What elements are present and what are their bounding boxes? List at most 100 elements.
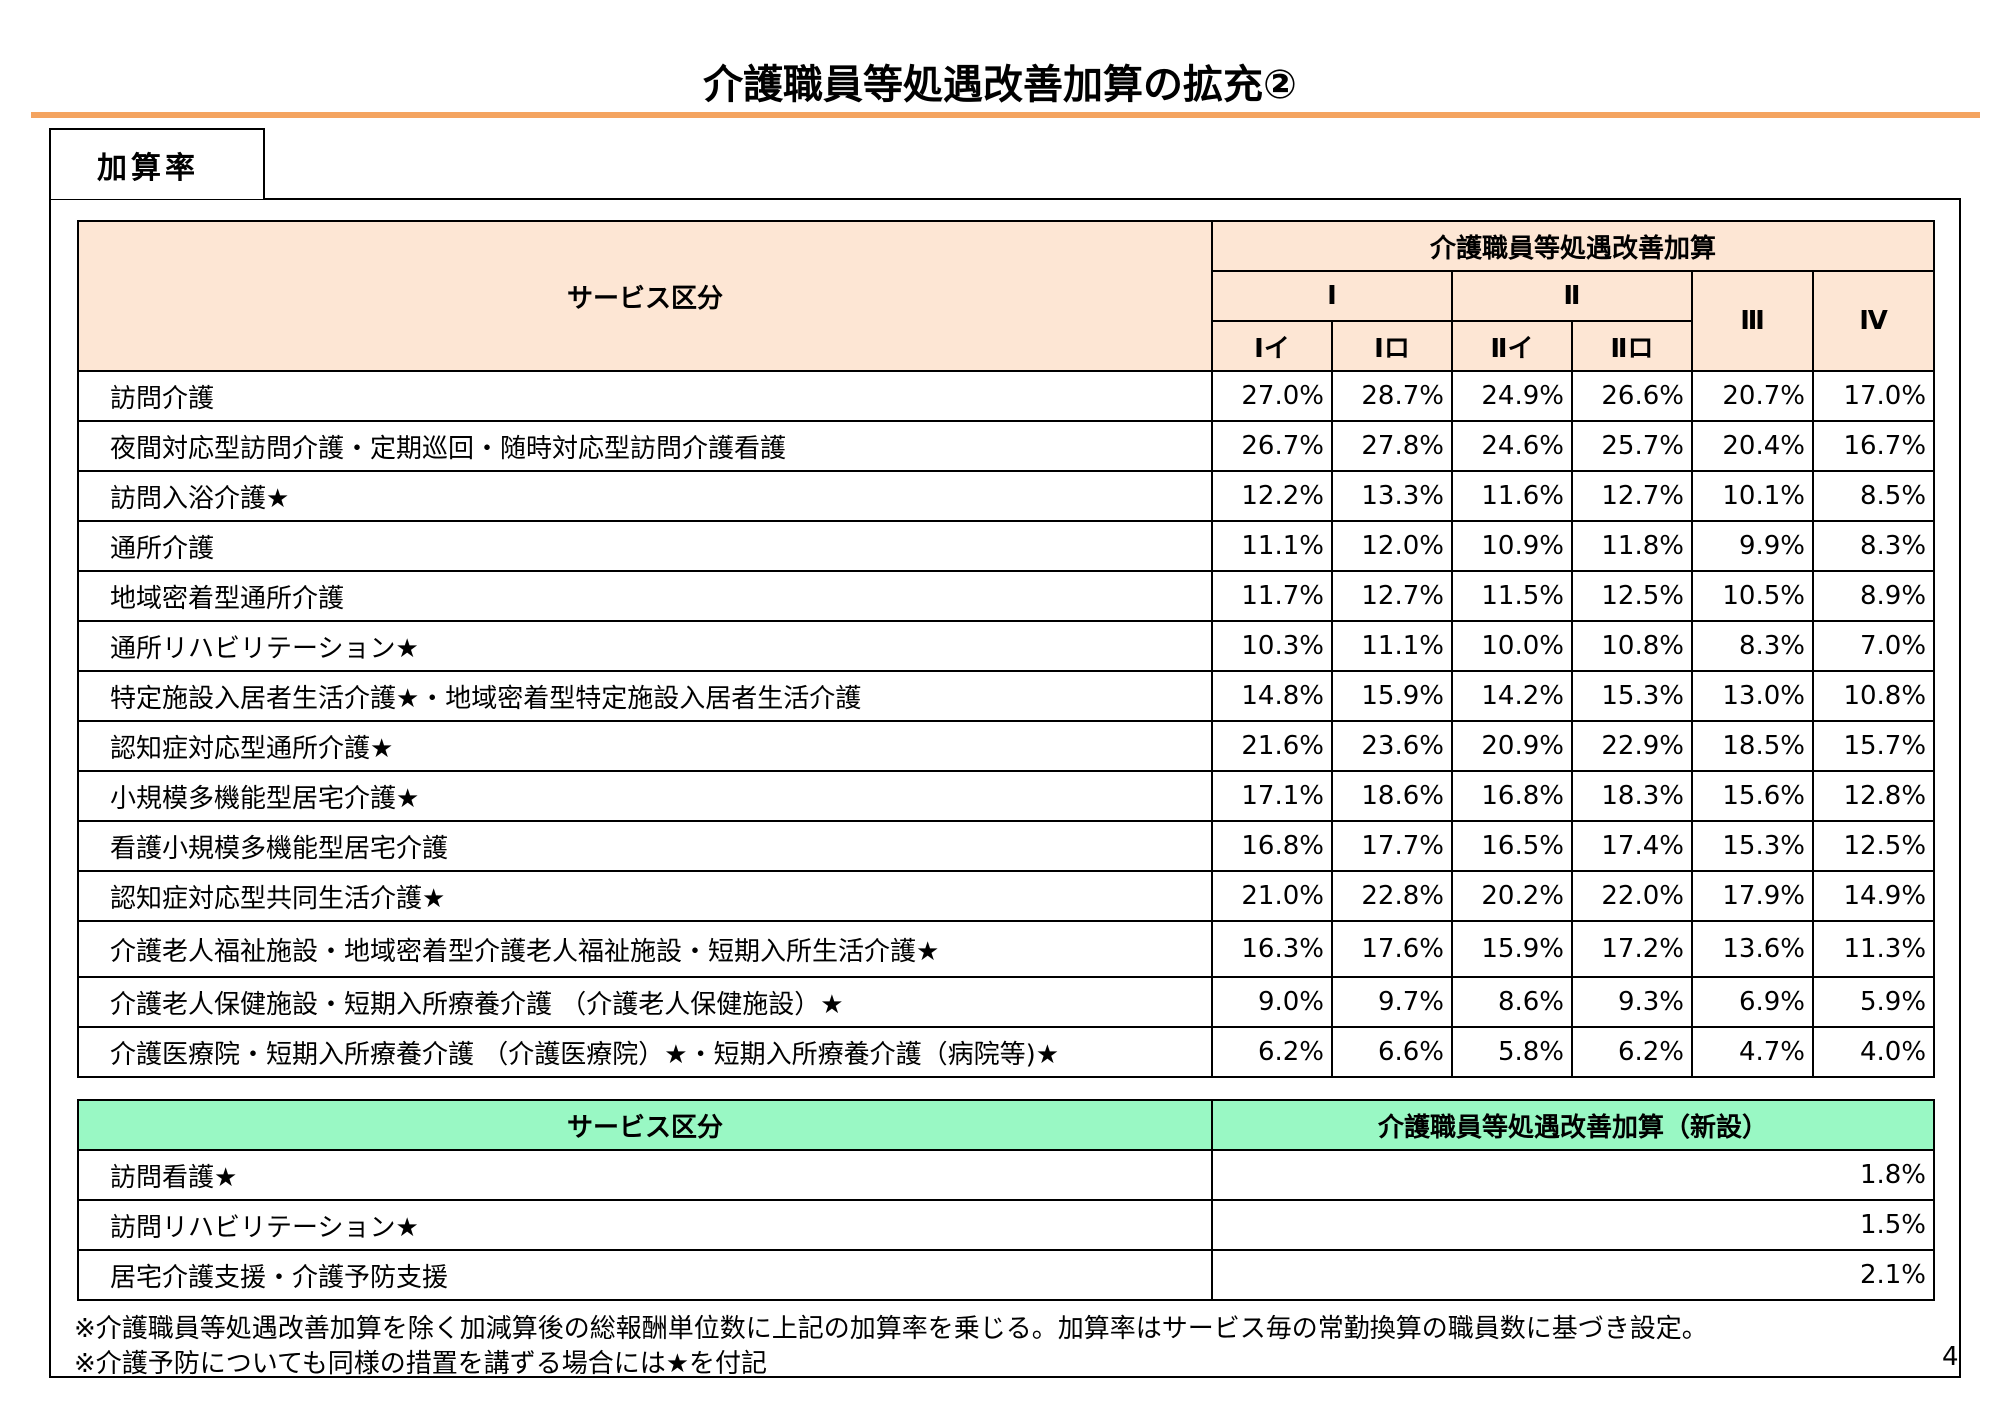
service-name: 介護医療院・短期入所療養介護 （介護医療院）★・短期入所療養介護（病院等)★ (77, 1026, 1213, 1078)
table-row: 小規模多機能型居宅介護★ 17.1% 18.6% 16.8% 18.3% 15.6% 12.… (77, 770, 1936, 822)
rate-cell: 21.6% (1211, 720, 1333, 772)
service-header: サービス区分 (77, 1099, 1213, 1151)
rate-cell: 15.6% (1691, 770, 1814, 822)
table-row: 介護医療院・短期入所療養介護 （介護医療院）★・短期入所療養介護（病院等)★ 6.… (77, 1026, 1936, 1078)
rate-cell: 24.6% (1451, 420, 1573, 472)
rate-cell: 10.8% (1571, 620, 1693, 672)
rate-cell: 17.7% (1331, 820, 1453, 872)
rate-cell: 15.7% (1811, 720, 1936, 772)
rate-cell: 8.5% (1811, 470, 1936, 522)
rate-cell: 25.7% (1571, 420, 1693, 472)
rate-cell: 16.8% (1451, 770, 1573, 822)
rate-cell: 8.9% (1811, 570, 1936, 622)
rate-cell: 17.6% (1331, 920, 1453, 978)
rate-cell: 9.3% (1571, 976, 1693, 1028)
service-name: 介護老人保健施設・短期入所療養介護 （介護老人保健施設）★ (77, 976, 1213, 1028)
rate-cell: 11.5% (1451, 570, 1573, 622)
service-name: 通所介護 (77, 520, 1213, 572)
rate-cell: 24.9% (1451, 370, 1573, 422)
rate-cell: 16.5% (1451, 820, 1573, 872)
rate-cell: 22.9% (1571, 720, 1693, 772)
table-row: 訪問看護★ 1.8% (77, 1149, 1935, 1201)
table-row: 訪問入浴介護★ 12.2% 13.3% 11.6% 12.7% 10.1% 8.5% (77, 470, 1936, 522)
rate-cell: 15.3% (1571, 670, 1693, 722)
rate-cell: 12.7% (1331, 570, 1453, 622)
service-name: 訪問リハビリテーション★ (77, 1199, 1213, 1251)
rate-table: サービス区分 介護職員等処遇改善加算 Ⅰ Ⅱ Ⅲ Ⅳ Ⅰイ Ⅰロ Ⅱイ Ⅱロ 訪… (77, 220, 1936, 1078)
rate-cell: 11.7% (1211, 570, 1333, 622)
rate-cell: 15.3% (1691, 820, 1814, 872)
service-name: 認知症対応型共同生活介護★ (77, 870, 1213, 922)
rate-cell: 12.8% (1811, 770, 1936, 822)
rate-cell: 18.6% (1331, 770, 1453, 822)
rate-cell: 27.0% (1211, 370, 1333, 422)
rate-cell: 5.9% (1811, 976, 1936, 1028)
rate-cell: 1.8% (1211, 1149, 1935, 1201)
service-name: 通所リハビリテーション★ (77, 620, 1213, 672)
rate-cell: 17.1% (1211, 770, 1333, 822)
level-header-3: Ⅲ (1691, 270, 1814, 372)
service-header: サービス区分 (77, 220, 1213, 372)
rate-cell: 20.9% (1451, 720, 1573, 772)
rate-cell: 26.7% (1211, 420, 1333, 472)
rate-cell: 20.4% (1691, 420, 1814, 472)
rate-cell: 22.8% (1331, 870, 1453, 922)
rate-cell: 15.9% (1451, 920, 1573, 978)
rate-cell: 23.6% (1331, 720, 1453, 772)
rate-cell: 8.6% (1451, 976, 1573, 1028)
table-row: 認知症対応型共同生活介護★ 21.0% 22.8% 20.2% 22.0% 17.9% 14… (77, 870, 1936, 922)
rate-cell: 16.7% (1811, 420, 1936, 472)
table-row: 地域密着型通所介護 11.7% 12.7% 11.5% 12.5% 10.5% 8.9% (77, 570, 1936, 622)
rate-cell: 28.7% (1331, 370, 1453, 422)
rate-cell: 12.2% (1211, 470, 1333, 522)
rate-cell: 13.3% (1331, 470, 1453, 522)
rate-cell: 12.5% (1811, 820, 1936, 872)
rate-cell: 22.0% (1571, 870, 1693, 922)
rate-cell: 10.8% (1811, 670, 1936, 722)
rate-cell: 13.0% (1691, 670, 1814, 722)
rate-cell: 8.3% (1691, 620, 1814, 672)
table-row: 介護老人保健施設・短期入所療養介護 （介護老人保健施設）★ 9.0% 9.7% 8.6… (77, 976, 1936, 1028)
rate-cell: 6.2% (1211, 1026, 1333, 1078)
rate-cell: 11.3% (1811, 920, 1936, 978)
rate-cell: 21.0% (1211, 870, 1333, 922)
rate-cell: 11.6% (1451, 470, 1573, 522)
rate-cell: 6.2% (1571, 1026, 1693, 1078)
new-rate-table: サービス区分 介護職員等処遇改善加算（新設） 訪問看護★ 1.8% 訪問リハビリテー… (77, 1099, 1935, 1301)
rate-cell: 11.8% (1571, 520, 1693, 572)
rate-cell: 16.8% (1211, 820, 1333, 872)
rate-cell: 4.7% (1691, 1026, 1814, 1078)
service-name: 認知症対応型通所介護★ (77, 720, 1213, 772)
rate-cell: 17.9% (1691, 870, 1814, 922)
rate-header: 介護職員等処遇改善加算（新設） (1211, 1099, 1935, 1151)
rate-cell: 20.7% (1691, 370, 1814, 422)
rate-cell: 12.7% (1571, 470, 1693, 522)
rate-cell: 10.3% (1211, 620, 1333, 672)
table-row: 看護小規模多機能型居宅介護 16.8% 17.7% 16.5% 17.4% 15.3% 12… (77, 820, 1936, 872)
group-header: 介護職員等処遇改善加算 (1210, 220, 1936, 272)
rate-cell: 8.3% (1811, 520, 1936, 572)
rate-cell: 13.6% (1691, 920, 1814, 978)
table-row: 訪問介護 27.0% 28.7% 24.9% 26.6% 20.7% 17.0% (77, 370, 1936, 422)
level-header-4: Ⅳ (1811, 270, 1936, 372)
rate-cell: 6.9% (1691, 976, 1814, 1028)
rate-cell: 14.2% (1451, 670, 1573, 722)
sub-header: Ⅰロ (1331, 320, 1453, 372)
service-name: 小規模多機能型居宅介護★ (77, 770, 1213, 822)
service-name: 訪問看護★ (77, 1149, 1213, 1201)
rate-cell: 20.2% (1451, 870, 1573, 922)
table-row: 特定施設入居者生活介護★・地域密着型特定施設入居者生活介護 14.8% 15.9% 1… (77, 670, 1936, 722)
rate-cell: 18.3% (1571, 770, 1693, 822)
rate-cell: 10.0% (1451, 620, 1573, 672)
service-name: 居宅介護支援・介護予防支援 (77, 1249, 1213, 1301)
rate-cell: 9.9% (1691, 520, 1814, 572)
sub-header: Ⅱイ (1451, 320, 1573, 372)
rate-cell: 14.8% (1211, 670, 1333, 722)
table-row: 通所介護 11.1% 12.0% 10.9% 11.8% 9.9% 8.3% (77, 520, 1936, 572)
rate-cell: 2.1% (1211, 1249, 1935, 1301)
service-name: 夜間対応型訪問介護・定期巡回・随時対応型訪問介護看護 (77, 420, 1213, 472)
rate-cell: 14.9% (1811, 870, 1936, 922)
table-row: 夜間対応型訪問介護・定期巡回・随時対応型訪問介護看護 26.7% 27.8% 24.6… (77, 420, 1936, 472)
content-frame (49, 198, 1961, 1378)
table-row: 居宅介護支援・介護予防支援 2.1% (77, 1249, 1935, 1301)
